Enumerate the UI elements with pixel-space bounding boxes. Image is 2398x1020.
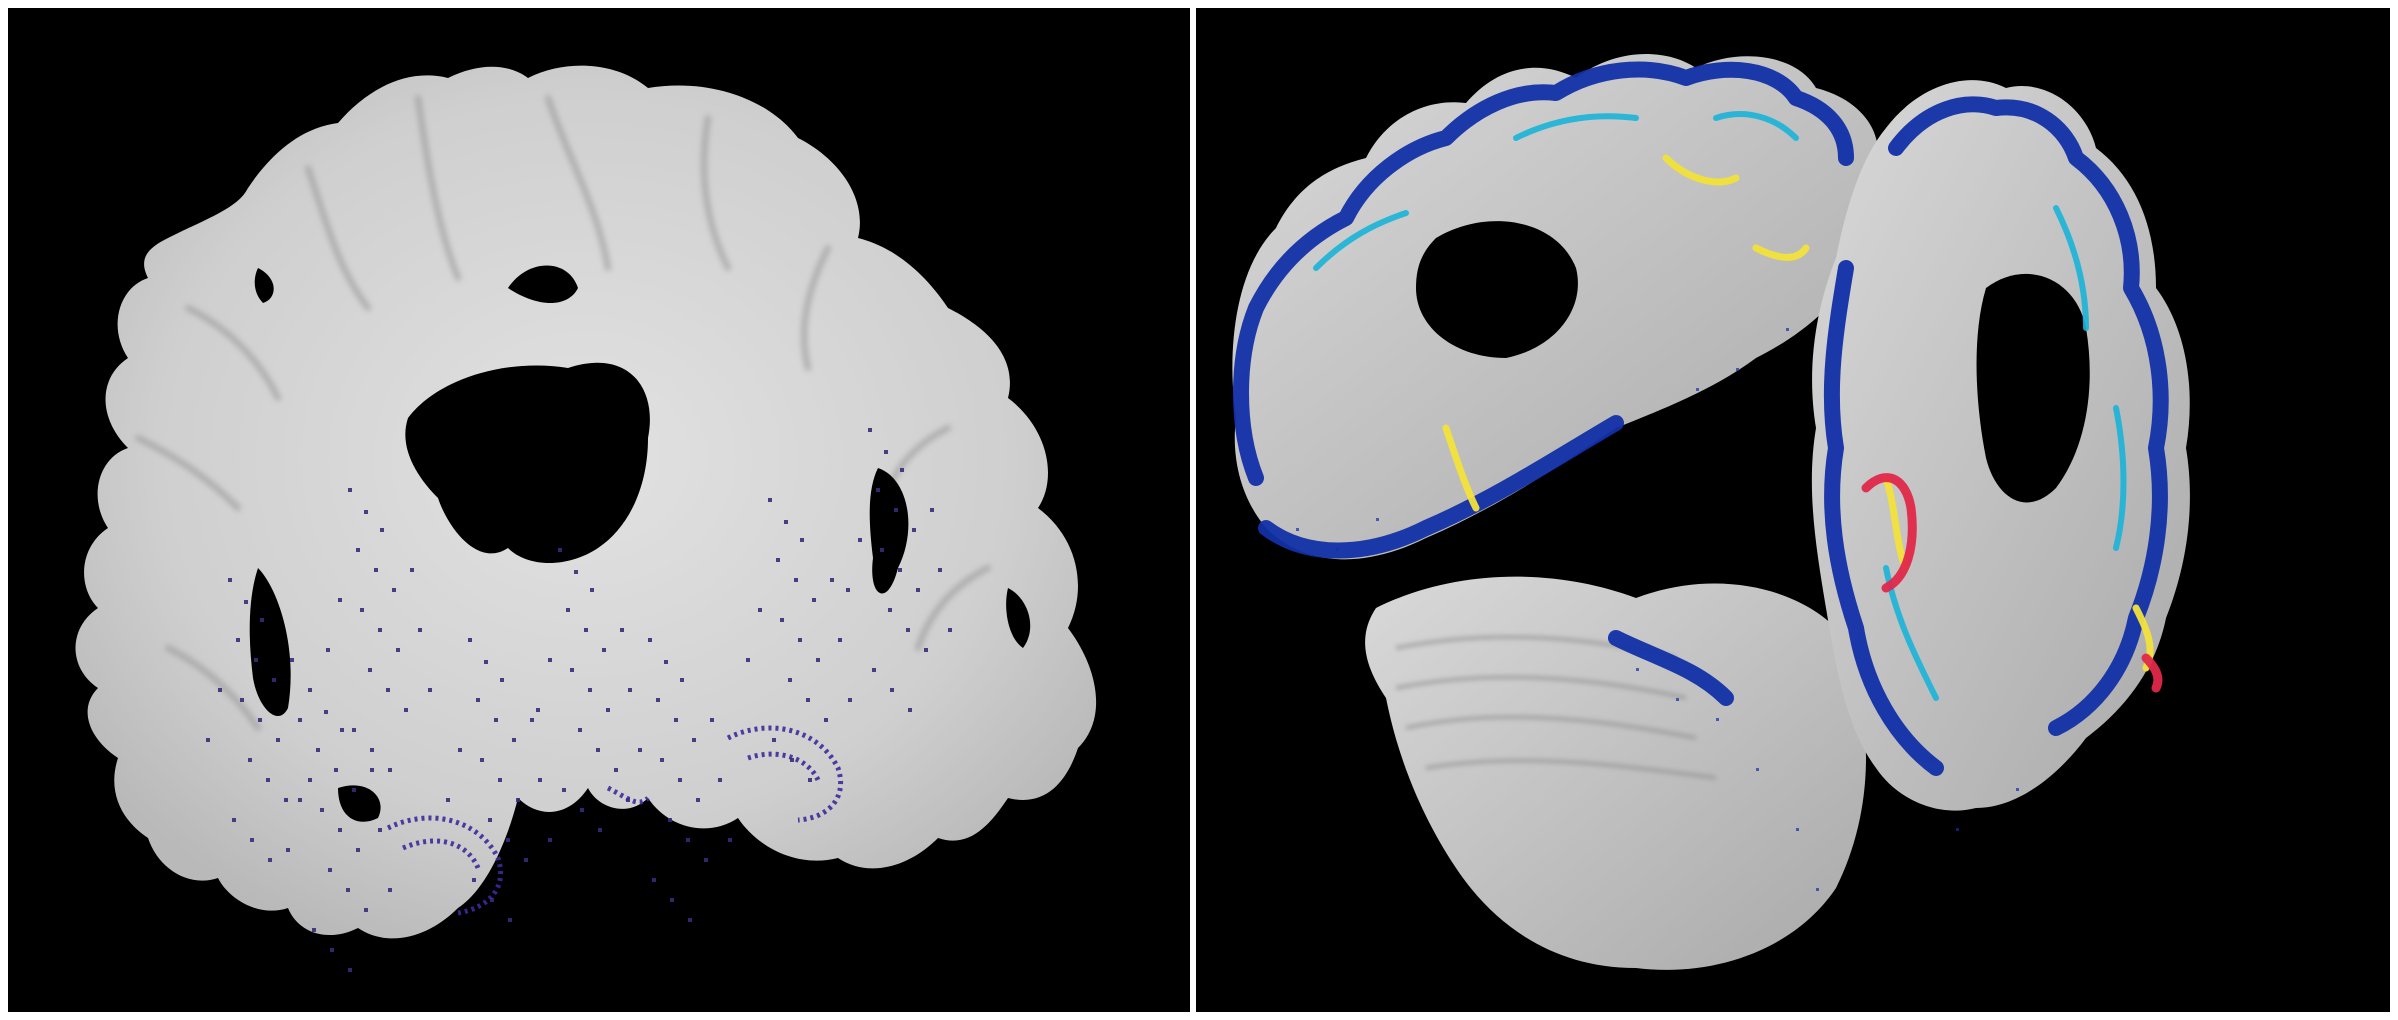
- cerebellum: [1365, 576, 1866, 970]
- 3d-brain-rendering-panel: [1196, 8, 2390, 1012]
- 3d-brain-rendering-image: [1232, 54, 2190, 970]
- coronal-brain-slice-image: [75, 65, 1097, 972]
- lateral-ventricle: [405, 362, 650, 563]
- cortical-heatmap-overlay: [1233, 61, 2169, 776]
- coronal-brain-slice-panel: [8, 8, 1190, 1012]
- activation-dots-overlay: [206, 428, 952, 972]
